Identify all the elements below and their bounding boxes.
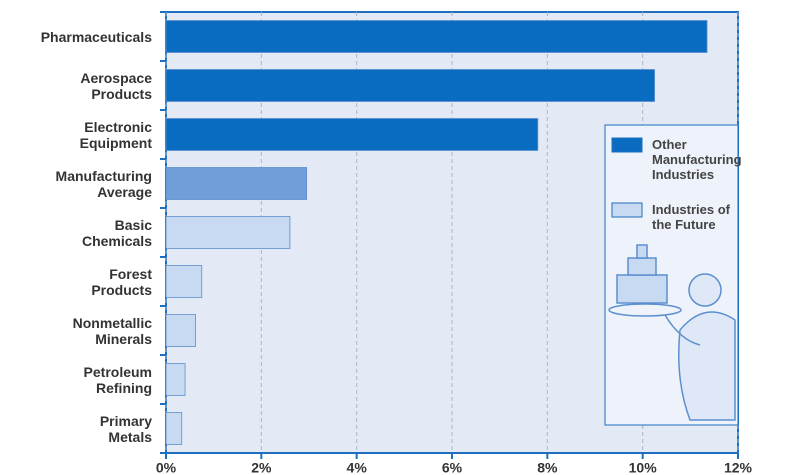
y-tick-label: Pharmaceuticals — [40, 28, 152, 45]
legend-swatch — [611, 137, 643, 153]
y-tick-label: Manufacturing Average — [55, 167, 152, 200]
x-tick-label: 8% — [537, 460, 558, 475]
bar — [165, 216, 291, 249]
y-tick-label: Nonmetallic Minerals — [72, 314, 152, 347]
x-tick-label: 10% — [629, 460, 658, 475]
bar — [165, 363, 186, 396]
bar — [165, 265, 203, 298]
bar — [165, 20, 708, 53]
y-tick-label: Basic Chemicals — [81, 216, 152, 249]
bar — [165, 167, 308, 200]
bar — [165, 69, 655, 102]
x-tick-label: 12% — [724, 460, 753, 475]
bar — [165, 314, 196, 347]
y-tick-label: Primary Metals — [99, 412, 152, 445]
x-tick-label: 2% — [251, 460, 272, 475]
bar — [165, 412, 183, 445]
legend-swatch — [611, 202, 643, 218]
legend-label: Industries of the Future — [652, 202, 731, 232]
x-tick-label: 6% — [442, 460, 463, 475]
illustration — [608, 244, 736, 421]
x-tick-label: 4% — [347, 460, 368, 475]
y-tick-label: Petroleum Refining — [83, 363, 152, 396]
y-tick-label: Forest Products — [91, 265, 152, 298]
y-tick-label: Aerospace Products — [80, 69, 152, 102]
x-tick-label: 0% — [156, 460, 177, 475]
legend-label: Other Manufacturing Industries — [652, 137, 742, 182]
bar — [165, 118, 539, 151]
y-tick-label: Electronic Equipment — [79, 118, 152, 151]
